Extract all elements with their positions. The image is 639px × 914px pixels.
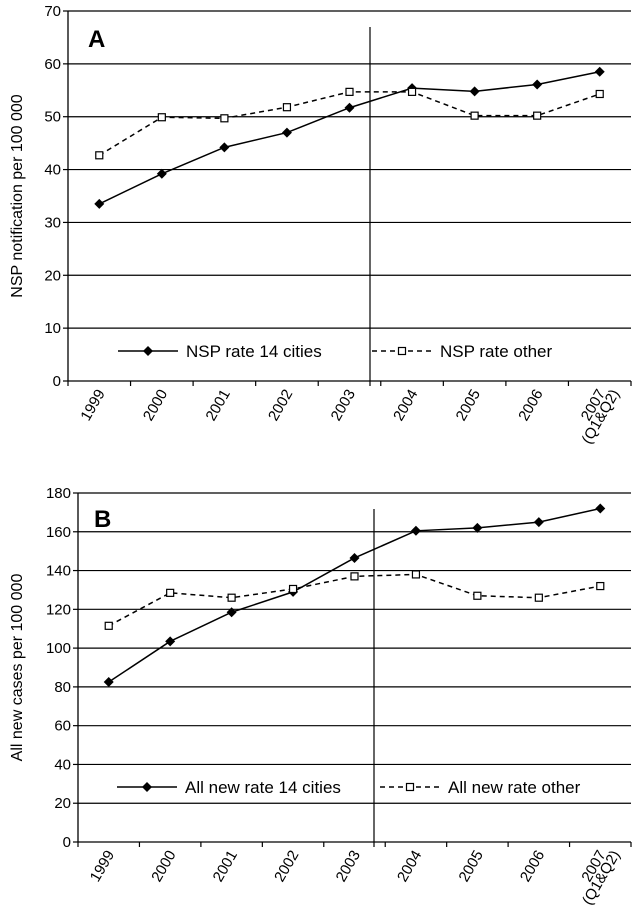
panel-a-data-point-square bbox=[282, 103, 292, 112]
panel-b-legend-marker-diamond bbox=[142, 782, 152, 792]
panel-b-x-tick-label: 2003 bbox=[333, 848, 364, 885]
panel-a-data-point-square bbox=[595, 89, 604, 99]
panel-a-x-tick-label: 2005 bbox=[453, 386, 484, 423]
panel-b-data-point-square bbox=[534, 593, 543, 602]
panel-b-data-point-diamond bbox=[349, 552, 360, 563]
panel-b-data-point-diamond bbox=[533, 517, 544, 528]
panel-a-x-tick-label: 2002 bbox=[265, 387, 296, 424]
panel-b-x-tick-label: 2002 bbox=[271, 848, 302, 885]
panel-b-y-tick-label: 20 bbox=[54, 795, 71, 812]
panel-a-data-point-square bbox=[407, 87, 417, 96]
panel-b-data-point-square bbox=[227, 593, 236, 602]
panel-a-data-point-square bbox=[220, 114, 229, 123]
panel-a-legend-label-2: NSP rate other bbox=[440, 342, 552, 361]
panel-a-y-tick-label: 50 bbox=[44, 109, 61, 126]
panel-a-y-tick-label: 60 bbox=[44, 56, 61, 73]
panel-b-y-axis-title: All new cases per 100 000 bbox=[9, 574, 26, 762]
panel-b-x-tick-label: 2005 bbox=[455, 848, 486, 885]
panel-a-data-point-diamond bbox=[469, 86, 480, 97]
panel-a-y-tick-label: 40 bbox=[44, 162, 61, 179]
panel-b-y-tick-label: 140 bbox=[46, 563, 71, 580]
panel-b-series-line-1 bbox=[108, 507, 601, 683]
panel-a-label: A bbox=[88, 26, 105, 53]
panel-b-data-point-square bbox=[350, 572, 359, 581]
panel-b-x-tick-label: 2000 bbox=[148, 848, 179, 885]
panel-a-legend-marker-diamond bbox=[143, 346, 153, 356]
panel-a-data-point-square bbox=[95, 151, 104, 160]
panel-b-legend-marker-square bbox=[405, 782, 415, 792]
panel-a-data-point-square bbox=[470, 111, 479, 120]
panel-b-x-tick-label: 2001 bbox=[210, 848, 241, 885]
panel-a-data-point-diamond bbox=[594, 66, 605, 77]
panel-b-data-point-square bbox=[166, 588, 175, 597]
panel-b-y-tick-label: 0 bbox=[63, 834, 71, 851]
panel-a-y-tick-label: 30 bbox=[44, 214, 61, 231]
panel-b-x-tick-label: 2006 bbox=[517, 848, 548, 885]
panel-b-x-tick-label: 2004 bbox=[394, 848, 425, 885]
panel-a-data-point-diamond bbox=[156, 168, 167, 179]
panel-b-legend-label-2: All new rate other bbox=[448, 778, 581, 797]
panel-a-data-point-diamond bbox=[532, 79, 543, 90]
panel-a-y-axis-title: NSP notification per 100 000 bbox=[9, 94, 26, 298]
panel-b-data-point-diamond bbox=[165, 636, 176, 647]
panel-b-data-point-diamond bbox=[595, 503, 606, 514]
panel-a-data-point-diamond bbox=[344, 102, 355, 113]
panel-a-y-tick-label: 10 bbox=[44, 320, 61, 337]
panel-b-y-tick-label: 180 bbox=[46, 485, 71, 502]
panel-b-y-tick-label: 100 bbox=[46, 640, 71, 657]
panel-a-chart: 0 10 20 30 40 50 60 70 1999 2000 2001 2002 2003 2004 2… bbox=[9, 3, 632, 447]
panel-a-x-tick-label: 2003 bbox=[328, 387, 359, 424]
panel-b-y-tick-label: 40 bbox=[54, 756, 71, 773]
panel-a-x-tick-label: 2000 bbox=[140, 387, 171, 424]
panel-b-data-point-square bbox=[411, 570, 421, 579]
panel-b-y-tick-label: 160 bbox=[46, 524, 71, 541]
panel-b-data-point-square bbox=[473, 591, 482, 600]
panel-b-y-tick-label: 60 bbox=[54, 718, 71, 735]
panel-a-x-tick-label: 2004 bbox=[390, 387, 421, 424]
panel-a-y-tick-label: 0 bbox=[53, 373, 61, 390]
panel-b-data-point-diamond bbox=[226, 607, 237, 618]
panel-a-x-tick-label: 1999 bbox=[77, 387, 108, 424]
panel-b-data-point-square bbox=[104, 621, 113, 630]
panel-b-series-line-2 bbox=[108, 573, 601, 627]
panel-a-legend-label-1: NSP rate 14 cities bbox=[186, 342, 322, 361]
panel-b-legend-label-1: All new rate 14 cities bbox=[185, 778, 341, 797]
panel-a-data-point-square bbox=[533, 111, 542, 120]
panel-a-y-tick-label: 70 bbox=[44, 3, 61, 20]
panel-b-y-tick-label: 120 bbox=[46, 601, 71, 618]
panel-a-x-tick-label: 2001 bbox=[202, 387, 233, 424]
panel-a-data-point-diamond bbox=[219, 142, 230, 153]
panel-b-data-point-diamond bbox=[410, 525, 421, 536]
panel-b-data-point-diamond bbox=[472, 522, 483, 533]
panel-a-series-line-2 bbox=[98, 91, 600, 156]
panel-a-data-point-square bbox=[345, 87, 354, 96]
panel-a-data-point-square bbox=[157, 113, 166, 122]
panel-b-data-point-square bbox=[596, 581, 605, 591]
panel-a-x-tick-label: 2006 bbox=[515, 387, 546, 424]
panel-b-data-point-square bbox=[288, 584, 298, 594]
panel-a-y-tick-label: 20 bbox=[44, 267, 61, 284]
panel-b-data-point-diamond bbox=[103, 677, 114, 688]
panel-b-label: B bbox=[94, 506, 111, 533]
panel-a-data-point-diamond bbox=[94, 198, 105, 209]
panel-b-y-tick-label: 80 bbox=[54, 679, 71, 696]
panel-b-x-tick-label: 1999 bbox=[87, 848, 118, 885]
panel-a-data-point-diamond bbox=[281, 127, 292, 138]
panel-a-legend-marker-square bbox=[397, 346, 407, 356]
panel-b-chart: 0 20 40 60 80 100 120 140 160 180 1999 2000 2001 2002… bbox=[9, 485, 632, 908]
